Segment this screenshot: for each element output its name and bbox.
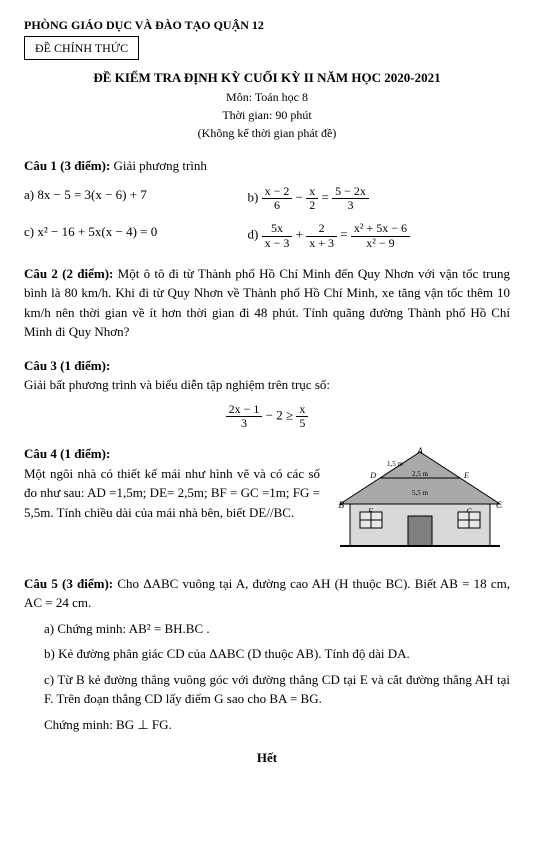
q1-intro: Giải phương trình xyxy=(114,158,207,173)
q3-mid: − 2 ≥ xyxy=(266,407,297,422)
frac-icon: 2x − 13 xyxy=(226,403,263,430)
end-marker: Hết xyxy=(24,748,510,768)
q5a: a) Chứng minh: AB² = BH.BC . xyxy=(24,619,510,639)
q1a-label: a) xyxy=(24,187,37,202)
question-4: A D E 1,5 m 2,5 m 5,5 m B C F G Câu 4 (1… xyxy=(24,444,510,560)
frac-icon: 5xx − 3 xyxy=(262,222,293,249)
frac-icon: x2 xyxy=(306,185,318,212)
q4-label: Câu 4 (1 điểm): xyxy=(24,446,110,461)
title-block: ĐỀ KIỂM TRA ĐỊNH KỲ CUỐI KỲ II NĂM HỌC 2… xyxy=(24,68,510,142)
frac-icon: x − 26 xyxy=(262,185,293,212)
subject: Môn: Toán học 8 xyxy=(24,88,510,106)
q5c2: Chứng minh: BG ⊥ FG. xyxy=(24,715,510,735)
q5c: c) Từ B kẻ đường thẳng vuông góc với đườ… xyxy=(24,670,510,709)
minus: − xyxy=(296,190,307,205)
frac-icon: 2x + 3 xyxy=(306,222,337,249)
question-2: Câu 2 (2 điểm): Một ô tô đi từ Thành phố… xyxy=(24,264,510,342)
official-box: ĐỀ CHÍNH THỨC xyxy=(24,36,139,60)
house-diagram: A D E 1,5 m 2,5 m 5,5 m B C F G xyxy=(330,444,510,560)
question-3: Câu 3 (1 điểm): Giải bất phương trình và… xyxy=(24,356,510,430)
q2-label: Câu 2 (2 điểm): xyxy=(24,266,113,281)
question-5: Câu 5 (3 điểm): Cho ΔABC vuông tại A, đư… xyxy=(24,574,510,735)
note: (Không kể thời gian phát đề) xyxy=(24,124,510,142)
label-E: E xyxy=(463,471,469,480)
dim-DE: 2,5 m xyxy=(412,470,429,478)
q1d-label: d) xyxy=(248,227,262,242)
question-1: Câu 1 (3 điểm): Giải phương trình a) 8x … xyxy=(24,156,510,250)
q1d: d) 5xx − 3 + 2x + 3 = x² + 5x − 6x² − 9 xyxy=(248,222,510,249)
label-C: C xyxy=(496,500,503,510)
label-B: B xyxy=(339,500,345,510)
q3-eq: 2x − 13 − 2 ≥ x5 xyxy=(24,403,510,430)
equals: = xyxy=(322,190,333,205)
q5-label: Câu 5 (3 điểm): xyxy=(24,576,113,591)
frac-icon: 5 − 2x3 xyxy=(332,185,369,212)
q1b: b) x − 26 − x2 = 5 − 2x3 xyxy=(248,185,510,212)
q1c-label: c) xyxy=(24,224,37,239)
q1a-eq: 8x − 5 = 3(x − 6) + 7 xyxy=(37,187,146,202)
exam-title: ĐỀ KIỂM TRA ĐỊNH KỲ CUỐI KỲ II NĂM HỌC 2… xyxy=(24,68,510,88)
q1-label: Câu 1 (3 điểm): xyxy=(24,158,110,173)
dim-FG: 5,5 m xyxy=(412,489,429,497)
q1c-eq: x² − 16 + 5x(x − 4) = 0 xyxy=(37,224,157,239)
dim-AD: 1,5 m xyxy=(387,460,404,468)
frac-icon: x² + 5x − 6x² − 9 xyxy=(351,222,410,249)
label-D: D xyxy=(369,471,376,480)
plus: + xyxy=(296,227,307,242)
q1b-label: b) xyxy=(248,190,262,205)
frac-icon: x5 xyxy=(296,403,308,430)
duration: Thời gian: 90 phút xyxy=(24,106,510,124)
org-name: PHÒNG GIÁO DỤC VÀ ĐÀO TẠO QUẬN 12 xyxy=(24,16,510,34)
q5b: b) Kẻ đường phân giác CD của ΔABC (D thu… xyxy=(24,644,510,664)
q3-text: Giải bất phương trình và biểu diễn tập n… xyxy=(24,375,510,395)
equals: = xyxy=(340,227,351,242)
q3-label: Câu 3 (1 điểm): xyxy=(24,358,110,373)
label-A: A xyxy=(416,446,423,456)
house-icon: A D E 1,5 m 2,5 m 5,5 m B C F G xyxy=(330,444,510,554)
q1a: a) 8x − 5 = 3(x − 6) + 7 xyxy=(24,185,248,212)
q1c: c) x² − 16 + 5x(x − 4) = 0 xyxy=(24,222,248,249)
